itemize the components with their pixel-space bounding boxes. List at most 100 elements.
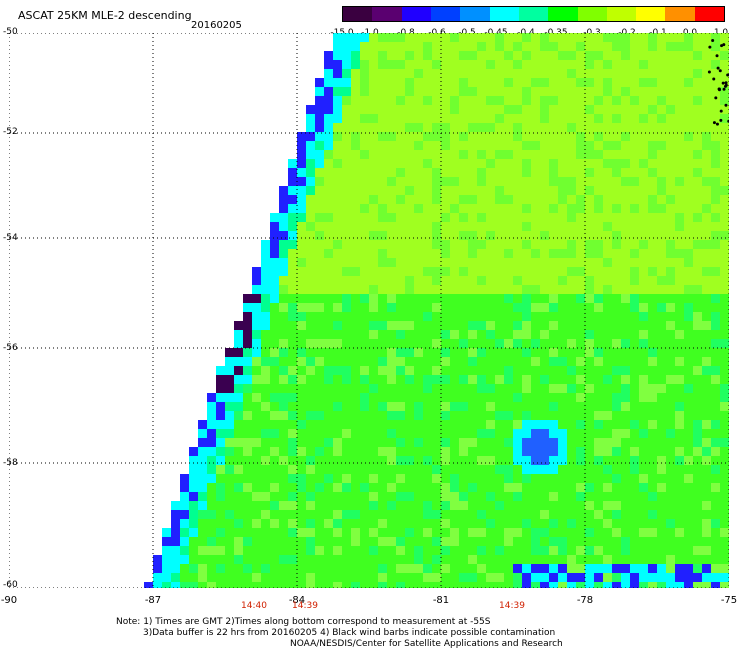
data-cell — [558, 537, 567, 546]
data-cell — [360, 510, 369, 519]
data-cell — [396, 537, 405, 546]
data-cell — [612, 330, 621, 339]
data-cell — [666, 69, 675, 78]
data-cell — [297, 321, 306, 330]
data-cell — [486, 258, 495, 267]
data-cell — [279, 402, 288, 411]
data-cell — [675, 465, 684, 474]
data-cell — [522, 105, 531, 114]
data-cell — [693, 456, 702, 465]
data-cell — [603, 564, 612, 573]
data-cell — [225, 465, 234, 474]
data-cell — [351, 96, 360, 105]
data-cell — [621, 168, 630, 177]
coastline-mark — [714, 96, 718, 100]
data-cell — [630, 33, 639, 42]
data-cell — [567, 573, 576, 582]
data-cell — [495, 294, 504, 303]
data-cell — [549, 87, 558, 96]
data-cell — [369, 366, 378, 375]
data-cell — [468, 429, 477, 438]
data-cell — [567, 177, 576, 186]
data-cell — [522, 348, 531, 357]
data-cell — [540, 42, 549, 51]
data-cell — [576, 474, 585, 483]
data-cell — [234, 321, 243, 330]
data-cell — [522, 285, 531, 294]
data-cell — [693, 519, 702, 528]
data-cell — [639, 429, 648, 438]
data-cell — [558, 141, 567, 150]
data-cell — [648, 258, 657, 267]
data-cell — [378, 384, 387, 393]
data-cell — [675, 519, 684, 528]
data-cell — [441, 159, 450, 168]
data-cell — [594, 240, 603, 249]
data-cell — [594, 429, 603, 438]
data-cell — [558, 294, 567, 303]
data-cell — [450, 474, 459, 483]
data-cell — [549, 402, 558, 411]
data-cell — [540, 177, 549, 186]
data-cell — [684, 483, 693, 492]
data-cell — [459, 420, 468, 429]
data-cell — [486, 483, 495, 492]
data-cell — [693, 78, 702, 87]
data-cell — [378, 438, 387, 447]
data-cell — [513, 123, 522, 132]
data-cell — [648, 402, 657, 411]
data-cell — [396, 321, 405, 330]
data-cell — [387, 483, 396, 492]
data-cell — [324, 402, 333, 411]
data-cell — [342, 60, 351, 69]
data-cell — [630, 483, 639, 492]
data-cell — [189, 492, 198, 501]
data-cell — [621, 258, 630, 267]
data-cell — [585, 510, 594, 519]
data-cell — [711, 555, 720, 564]
data-cell — [387, 564, 396, 573]
data-cell — [594, 69, 603, 78]
data-cell — [234, 546, 243, 555]
data-cell — [585, 186, 594, 195]
data-cell — [648, 483, 657, 492]
data-cell — [621, 573, 630, 582]
data-cell — [288, 465, 297, 474]
data-cell — [315, 294, 324, 303]
data-cell — [414, 384, 423, 393]
data-cell — [360, 141, 369, 150]
data-cell — [261, 573, 270, 582]
data-cell — [342, 564, 351, 573]
data-cell — [702, 249, 711, 258]
data-cell — [333, 60, 342, 69]
data-cell — [612, 510, 621, 519]
data-cell — [468, 105, 477, 114]
data-cell — [513, 582, 522, 588]
data-cell — [324, 384, 333, 393]
data-cell — [333, 105, 342, 114]
data-cell — [666, 438, 675, 447]
data-cell — [459, 51, 468, 60]
data-cell — [432, 249, 441, 258]
data-cell — [495, 492, 504, 501]
data-cell — [468, 537, 477, 546]
data-cell — [459, 429, 468, 438]
data-cell — [666, 132, 675, 141]
data-cell — [351, 276, 360, 285]
data-cell — [378, 195, 387, 204]
data-cell — [531, 168, 540, 177]
data-cell — [504, 276, 513, 285]
data-cell — [711, 402, 720, 411]
data-cell — [549, 366, 558, 375]
data-cell — [297, 501, 306, 510]
data-cell — [513, 258, 522, 267]
data-cell — [657, 582, 666, 588]
data-cell — [684, 213, 693, 222]
data-cell — [333, 186, 342, 195]
data-cell — [405, 474, 414, 483]
data-cell — [558, 87, 567, 96]
data-cell — [666, 321, 675, 330]
data-cell — [657, 303, 666, 312]
data-cell — [531, 582, 540, 588]
data-cell — [378, 564, 387, 573]
